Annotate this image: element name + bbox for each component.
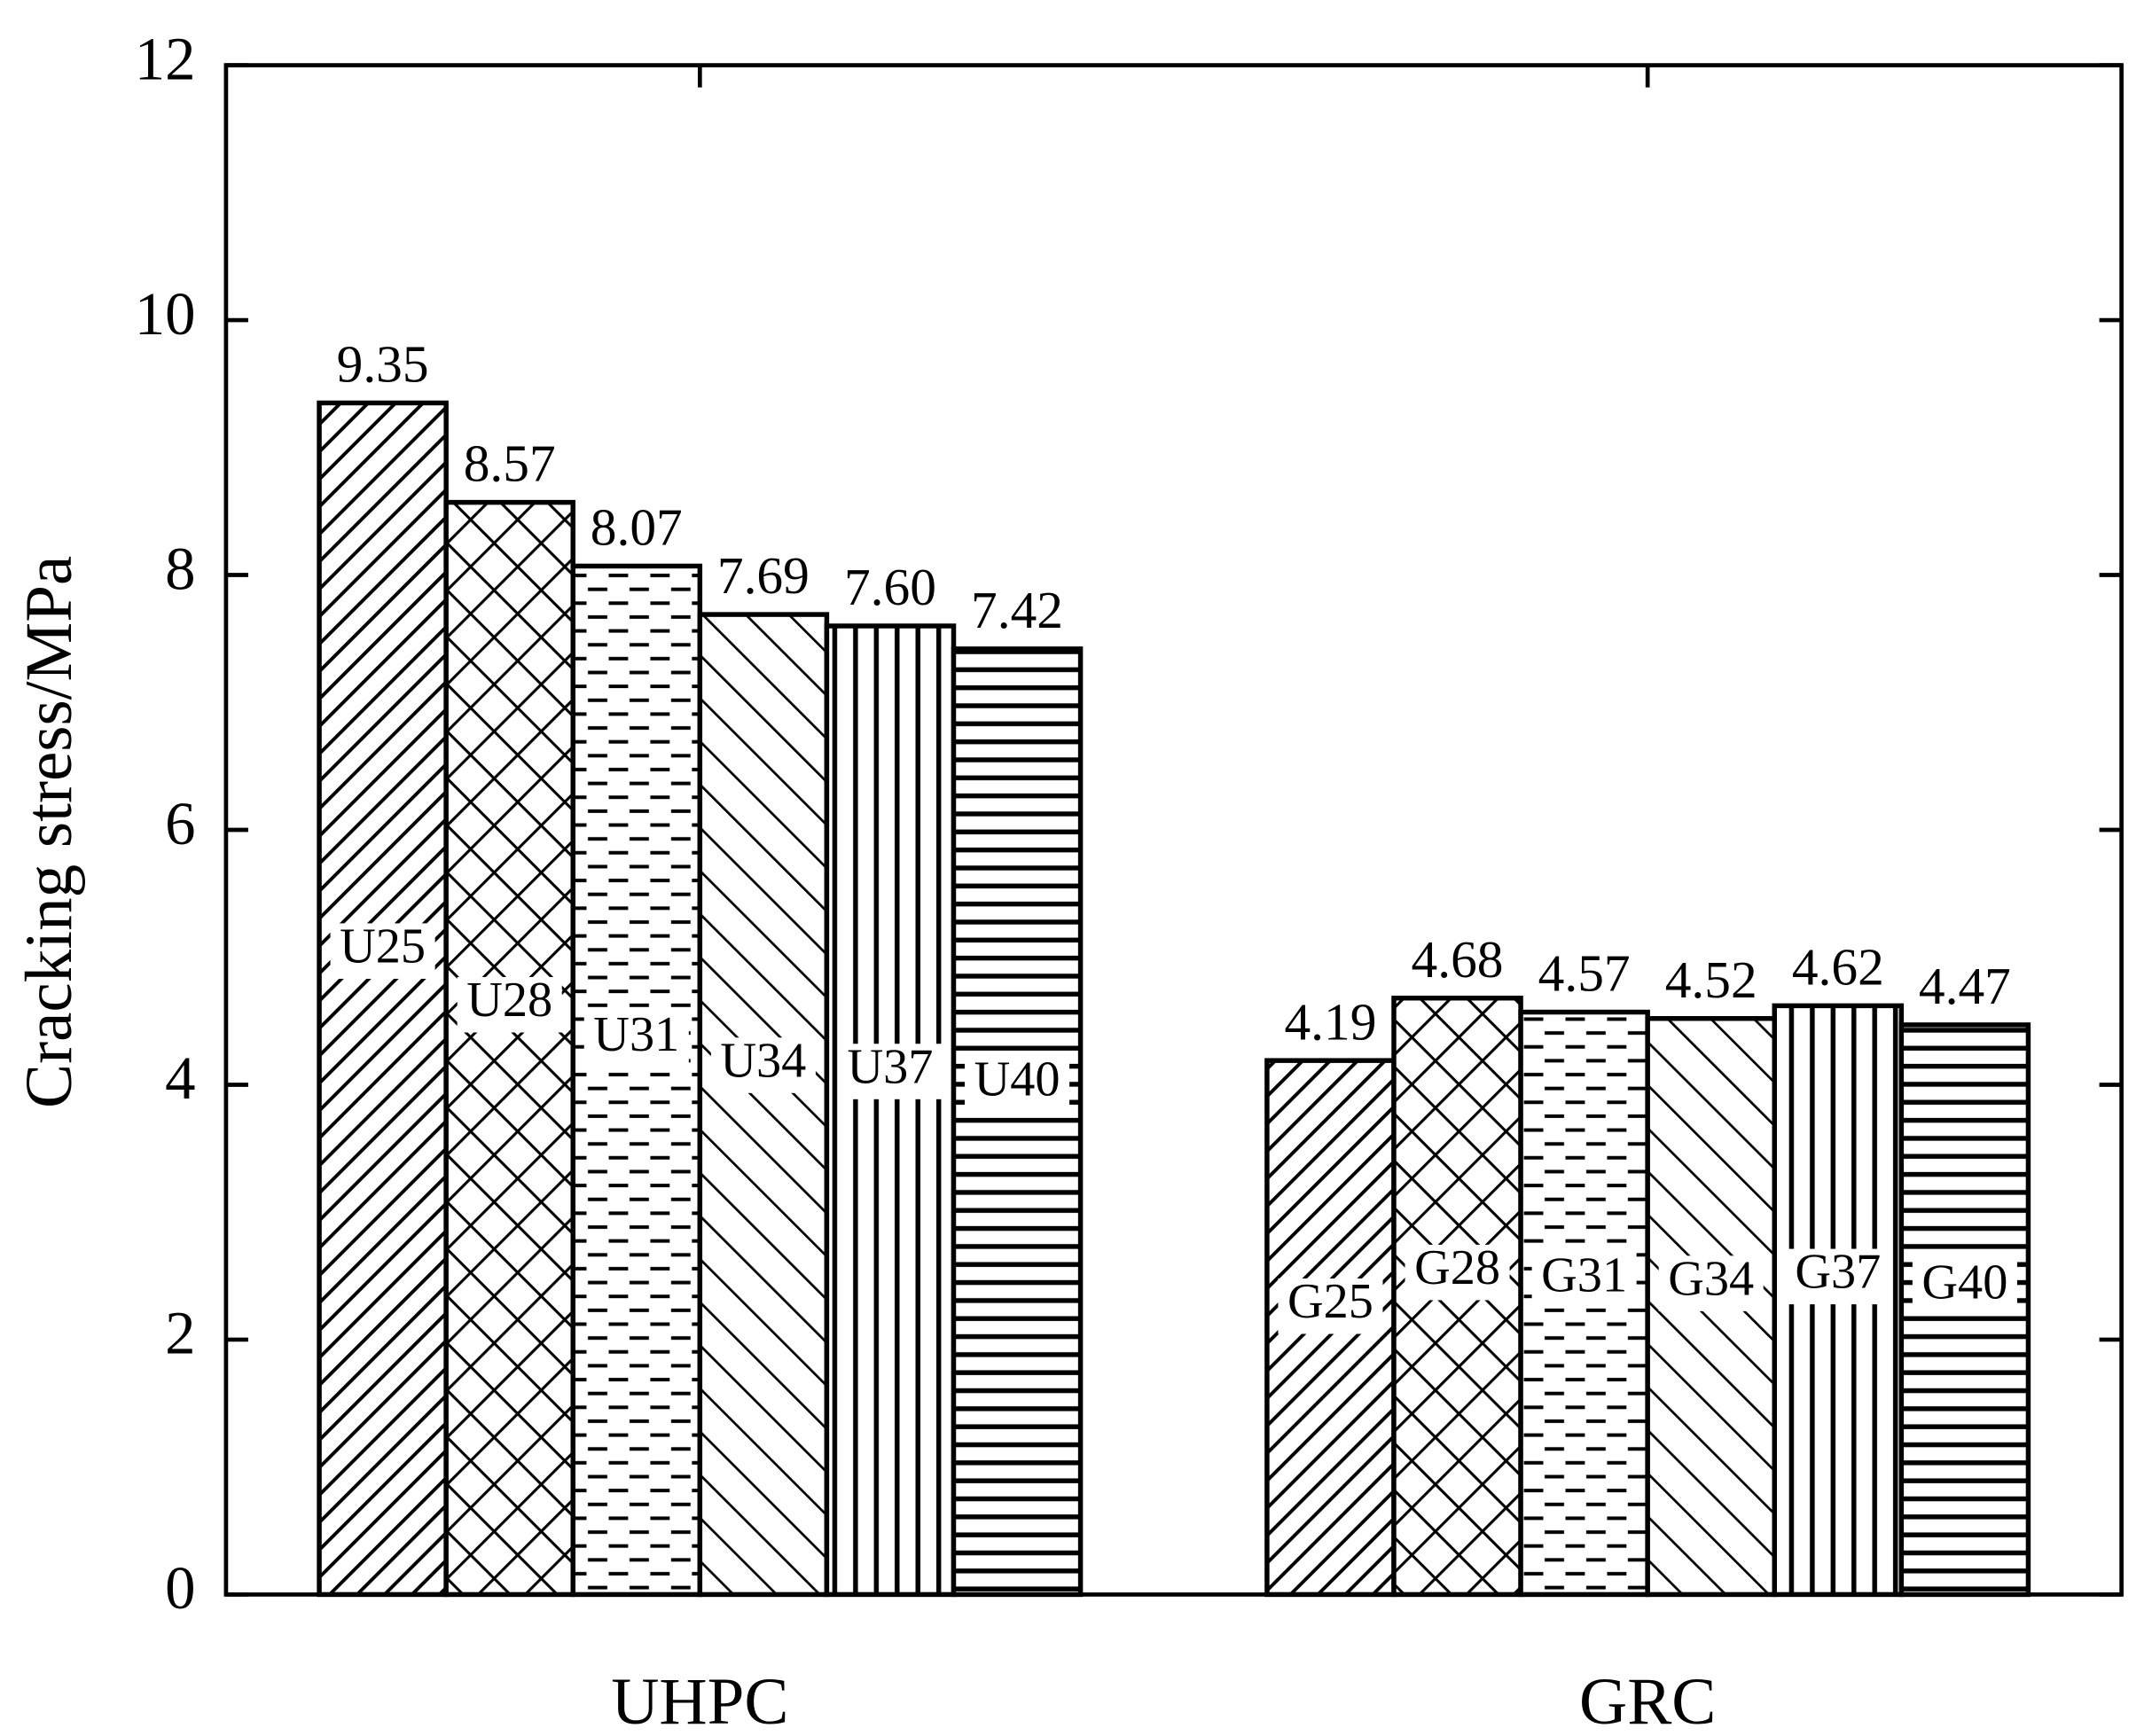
value-label: 8.57	[464, 434, 556, 493]
bar-label: U28	[466, 973, 552, 1028]
value-label: 4.19	[1284, 992, 1376, 1051]
value-label: 7.60	[844, 558, 936, 616]
bar-label: G37	[1795, 1245, 1881, 1300]
y-tick-label: 4	[165, 1044, 195, 1112]
y-tick-label: 2	[165, 1300, 195, 1367]
y-tick-label: 6	[165, 790, 195, 857]
value-label: 8.07	[591, 498, 683, 557]
bar-label: G34	[1668, 1252, 1754, 1307]
bar-label: G40	[1921, 1255, 2007, 1310]
x-tick-label: GRC	[1579, 1665, 1716, 1736]
bar-label-bg	[1405, 1244, 1510, 1301]
bar-label: G25	[1287, 1274, 1373, 1329]
bar	[824, 623, 957, 1598]
y-tick-label: 10	[135, 280, 196, 348]
value-label: 7.69	[717, 546, 810, 605]
bar	[951, 646, 1084, 1598]
y-tick-label: 12	[135, 25, 196, 92]
bar-label-bg	[1658, 1255, 1764, 1311]
bar-label: G28	[1414, 1240, 1500, 1295]
bar-label: U31	[593, 1007, 679, 1062]
value-label: 9.35	[337, 335, 429, 394]
x-tick-label: UHPC	[611, 1665, 788, 1736]
bar	[443, 499, 575, 1598]
bar	[317, 400, 449, 1598]
bar-label-bg	[1785, 1248, 1890, 1305]
y-tick-label: 8	[165, 535, 195, 602]
bar-label: U37	[847, 1039, 933, 1094]
bar-label-bg	[965, 1056, 1070, 1112]
value-label: 4.68	[1412, 930, 1504, 989]
bar-label-bg	[330, 923, 435, 979]
bar-label-bg	[583, 1011, 689, 1067]
bar-label: U40	[974, 1052, 1060, 1107]
bar-label-bg	[710, 1037, 816, 1093]
bar-label-bg	[837, 1044, 943, 1099]
value-label: 4.62	[1792, 937, 1884, 996]
value-label: 4.47	[1919, 957, 2011, 1015]
bar-label: U34	[720, 1033, 806, 1088]
bar-label: U25	[340, 919, 426, 974]
y-axis-label: Cracking stress/MPa	[12, 556, 86, 1108]
bar	[697, 612, 830, 1598]
value-label: 4.52	[1665, 950, 1757, 1009]
bar-label-bg	[1278, 1278, 1383, 1334]
y-tick-label: 0	[165, 1554, 195, 1622]
bar	[570, 563, 703, 1598]
bar-label-bg	[1531, 1252, 1637, 1308]
value-label: 4.57	[1538, 944, 1631, 1003]
bar-label-bg	[457, 976, 562, 1033]
value-label: 7.42	[971, 581, 1063, 639]
bar-label: G31	[1541, 1248, 1627, 1303]
bar-label-bg	[1912, 1259, 2017, 1315]
